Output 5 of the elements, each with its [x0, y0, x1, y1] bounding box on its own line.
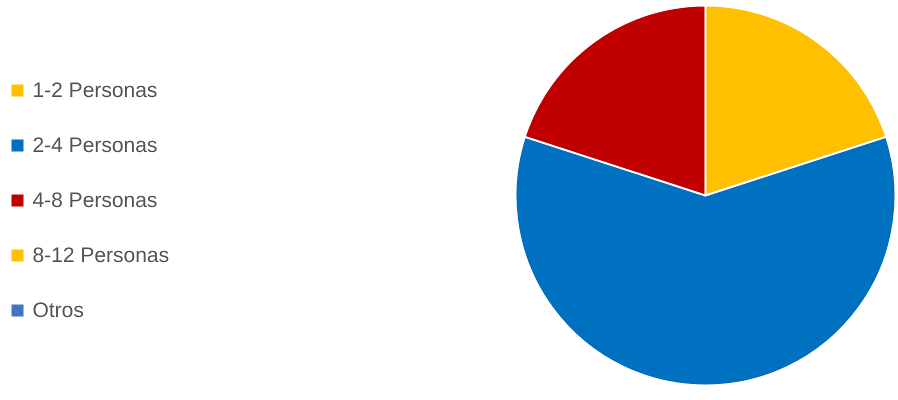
- legend-label: 8-12 Personas: [32, 244, 170, 267]
- legend-label: 2-4 Personas: [32, 134, 158, 157]
- legend-label: 1-2 Personas: [32, 79, 158, 102]
- legend-label: Otros: [32, 299, 84, 322]
- legend-label: 4-8 Personas: [32, 189, 158, 212]
